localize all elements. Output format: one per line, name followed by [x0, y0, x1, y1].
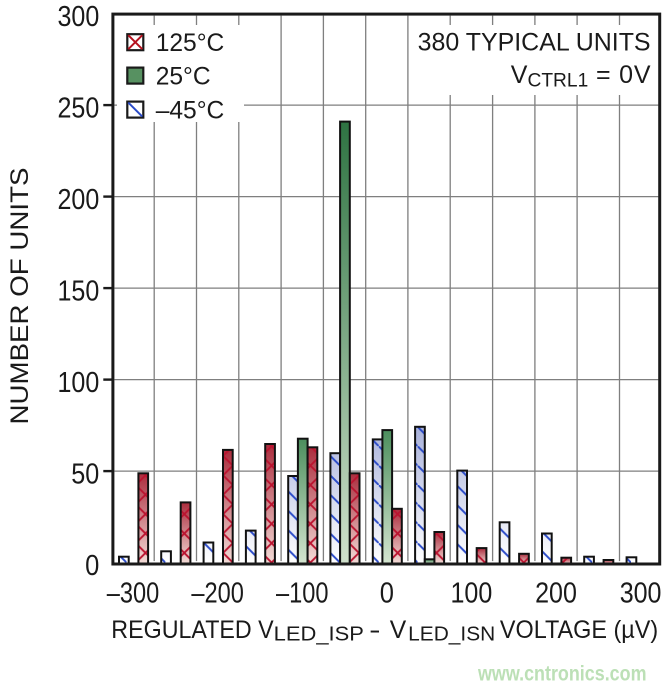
svg-text:25°C: 25°C [156, 63, 211, 90]
svg-text:125°C: 125°C [156, 30, 225, 57]
svg-text:-: - [369, 617, 380, 644]
svg-text:www.cntronics.com: www.cntronics.com [477, 662, 646, 686]
svg-text:100: 100 [58, 367, 100, 399]
svg-text:–200: –200 [191, 577, 244, 609]
svg-text:200: 200 [535, 577, 577, 609]
svg-text:250: 250 [58, 93, 100, 125]
svg-text:VOLTAGE (µV): VOLTAGE (µV) [500, 617, 658, 644]
svg-text:0: 0 [380, 577, 394, 609]
svg-text:380 TYPICAL UNITS: 380 TYPICAL UNITS [418, 29, 651, 57]
svg-text:–300: –300 [107, 577, 160, 609]
svg-text:VCTRL1 = 0V: VCTRL1 = 0V [511, 61, 652, 92]
svg-text:200: 200 [58, 184, 100, 216]
svg-text:LED_ISN: LED_ISN [408, 624, 495, 646]
svg-text:–45°C: –45°C [156, 98, 225, 125]
svg-text:NUMBER OF UNITS: NUMBER OF UNITS [7, 168, 34, 425]
svg-text:100: 100 [451, 577, 493, 609]
svg-text:LED_ISP: LED_ISP [274, 624, 364, 646]
svg-text:300: 300 [58, 1, 100, 33]
svg-text:–100: –100 [276, 577, 329, 609]
svg-text:50: 50 [71, 459, 99, 491]
svg-text:REGULATED V: REGULATED V [111, 617, 274, 644]
svg-text:V: V [390, 617, 407, 644]
svg-text:150: 150 [58, 276, 100, 308]
svg-text:0: 0 [85, 550, 99, 582]
svg-text:300: 300 [620, 577, 662, 609]
